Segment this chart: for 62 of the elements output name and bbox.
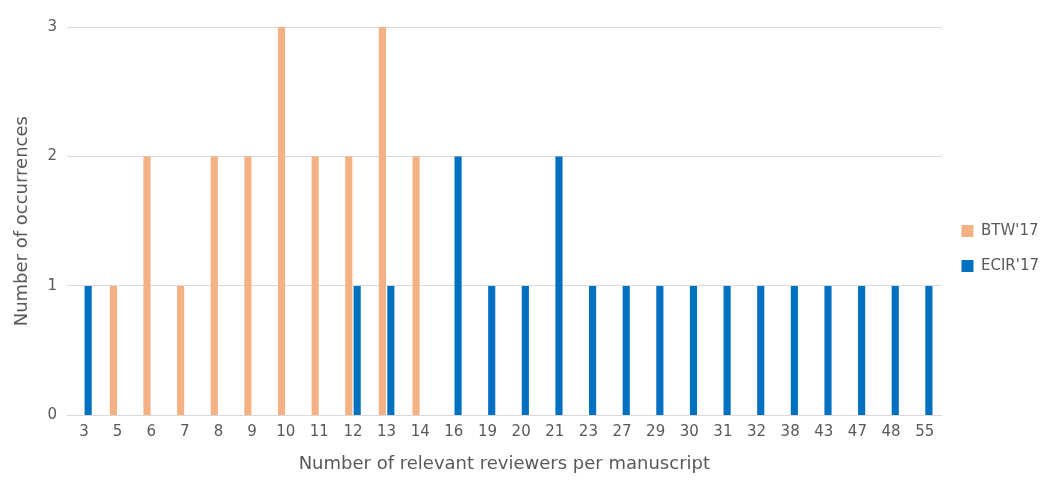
x-tick-label: 10	[276, 422, 296, 441]
bar	[689, 285, 698, 415]
bar	[622, 285, 630, 415]
x-tick-label: 30	[679, 422, 699, 441]
bar	[723, 285, 731, 415]
bar	[757, 285, 765, 415]
x-tick-label: 21	[545, 422, 565, 441]
x-tick-label: 13	[377, 422, 397, 441]
bar	[790, 285, 798, 415]
bar	[109, 285, 117, 415]
y-axis-title: Number of occurrences	[10, 116, 32, 327]
bar	[378, 27, 386, 415]
bar	[891, 285, 899, 415]
x-tick-label: 12	[343, 422, 363, 441]
bar	[454, 156, 462, 415]
bar	[589, 285, 597, 415]
bar	[387, 285, 395, 415]
x-tick-label: 29	[646, 422, 666, 441]
bar	[84, 285, 92, 415]
bar	[858, 285, 866, 415]
x-tick-label: 55	[915, 422, 935, 441]
x-tick-label: 47	[847, 422, 867, 441]
bar	[277, 27, 286, 415]
bar	[311, 156, 319, 415]
bar	[412, 156, 420, 415]
x-tick-label: 48	[881, 422, 901, 441]
x-tick-label: 14	[410, 422, 430, 441]
bar	[488, 285, 496, 415]
x-tick-label: 38	[780, 422, 800, 441]
bar	[210, 156, 218, 415]
x-tick-label: 7	[180, 422, 190, 441]
legend-label: ECIR'17	[980, 255, 1040, 274]
x-tick-label: 43	[814, 422, 834, 441]
x-tick-label: 8	[213, 422, 224, 441]
x-tick-label: 23	[578, 422, 598, 441]
x-tick-label: 32	[746, 422, 767, 441]
y-tick-label: 3	[47, 16, 58, 35]
x-tick-label: 6	[146, 422, 156, 441]
y-tick-label: 0	[47, 405, 58, 424]
bar	[555, 156, 563, 415]
bar	[521, 285, 529, 415]
x-tick-label: 27	[612, 422, 632, 441]
bar	[824, 285, 832, 415]
bar	[143, 156, 151, 415]
x-tick-label: 5	[112, 422, 123, 441]
x-tick-label: 19	[477, 422, 498, 441]
legend-label: BTW'17	[980, 220, 1039, 239]
y-tick-label: 2	[47, 146, 58, 165]
x-tick-label: 31	[713, 422, 733, 441]
bar	[244, 156, 252, 415]
bar	[177, 285, 185, 415]
bar	[925, 285, 933, 415]
bar	[345, 156, 353, 415]
x-tick-label: 11	[309, 422, 329, 441]
x-tick-label: 16	[444, 422, 464, 441]
bar	[353, 285, 361, 415]
x-tick-label: 20	[511, 422, 531, 441]
y-tick-label: 1	[47, 275, 58, 294]
x-tick-label: 9	[247, 422, 257, 441]
bar	[656, 285, 664, 415]
x-tick-label: 3	[79, 422, 89, 441]
x-axis-title: Number of relevant reviewers per manuscript	[298, 451, 711, 473]
